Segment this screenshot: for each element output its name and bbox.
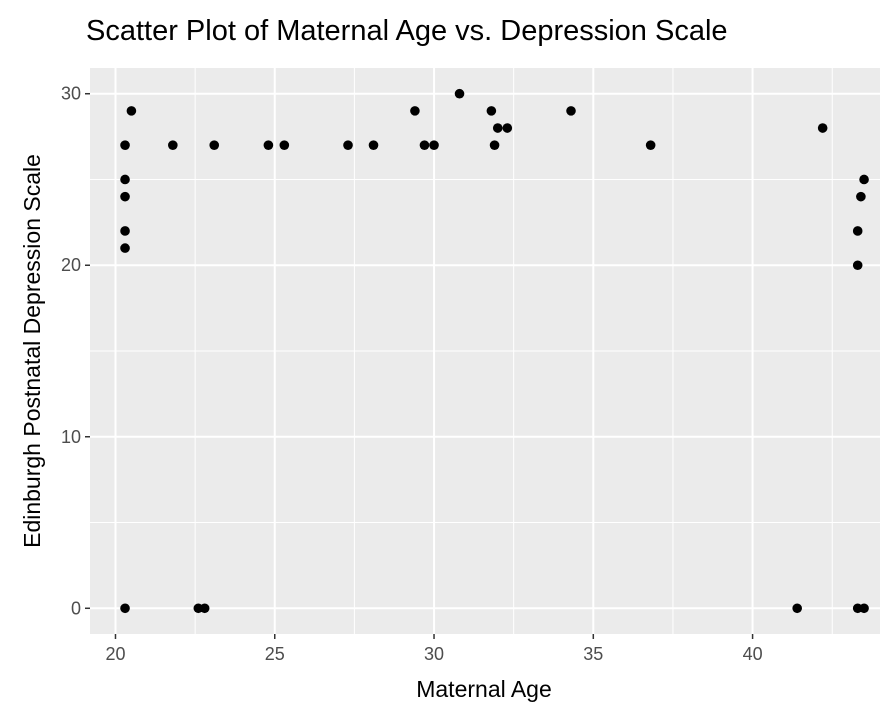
data-point — [566, 106, 576, 116]
data-point — [120, 226, 130, 236]
x-tick-label: 25 — [265, 644, 285, 664]
y-axis-tick-labels: 0 10 20 30 — [61, 84, 81, 619]
data-point — [486, 106, 497, 116]
data-point — [279, 140, 290, 150]
chart-title: Scatter Plot of Maternal Age vs. Depress… — [86, 15, 728, 47]
x-tick-label: 30 — [424, 644, 444, 664]
data-point — [859, 174, 869, 185]
data-point — [419, 140, 430, 150]
y-axis-title: Edinburgh Postnatal Depression Scale — [19, 154, 45, 548]
data-point — [199, 603, 210, 614]
data-point — [489, 140, 500, 150]
data-point — [120, 191, 130, 202]
y-tick-label: 0 — [71, 598, 81, 618]
data-point — [368, 140, 379, 150]
data-point — [454, 88, 465, 99]
data-point — [120, 174, 130, 185]
data-point — [492, 123, 503, 133]
data-point — [168, 140, 178, 150]
data-point — [343, 140, 353, 150]
x-tick-label: 35 — [583, 644, 603, 664]
data-point — [856, 191, 866, 202]
x-axis-title: Maternal Age — [416, 676, 552, 702]
axis-ticks — [85, 92, 754, 639]
data-point — [502, 123, 513, 133]
y-tick-label: 30 — [61, 84, 81, 104]
y-tick-label: 20 — [61, 255, 81, 275]
data-point — [120, 140, 130, 150]
data-points — [120, 88, 869, 614]
data-point — [792, 603, 802, 614]
data-point — [852, 260, 863, 271]
x-tick-label: 20 — [105, 644, 125, 664]
major-gridlines — [90, 68, 880, 634]
y-tick-label: 10 — [61, 427, 81, 447]
data-point — [859, 603, 869, 614]
data-point — [429, 140, 439, 150]
x-axis-tick-labels: 20 25 30 35 40 — [105, 644, 762, 664]
data-point — [263, 140, 274, 150]
data-point — [120, 603, 130, 614]
data-point — [817, 123, 828, 133]
minor-gridlines — [90, 68, 880, 634]
data-point — [120, 243, 130, 253]
x-tick-label: 40 — [743, 644, 763, 664]
data-point — [852, 226, 863, 236]
data-point — [209, 140, 220, 150]
data-point — [645, 140, 656, 150]
data-point — [126, 106, 137, 116]
data-point — [410, 106, 420, 116]
